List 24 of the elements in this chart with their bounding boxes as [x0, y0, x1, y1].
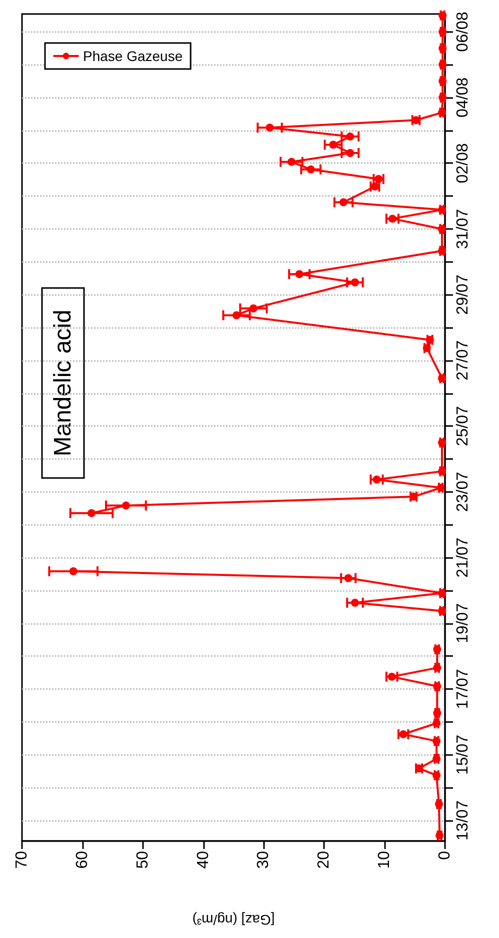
legend-label: Phase Gazeuse [83, 48, 183, 64]
x-tick-label: 50 [134, 850, 152, 869]
y-tick-label: 31/07 [454, 208, 472, 249]
y-tick-label: 17/07 [454, 668, 472, 710]
y-tick-label: 04/08 [454, 77, 472, 118]
x-tick-label: 60 [74, 850, 91, 869]
y-tick-label: 06/08 [454, 12, 472, 52]
x-tick-label: 30 [255, 850, 272, 869]
y-tick-label: 13/07 [454, 800, 472, 840]
x-tick-label: 20 [316, 850, 333, 869]
x-tick-label: 70 [14, 850, 30, 869]
x-axis-title: [Gaz] (ng/m³) [192, 912, 275, 928]
y-tick-label: 21/07 [454, 537, 472, 578]
y-tick-label: 23/07 [454, 472, 472, 512]
x-tick-label: 40 [194, 850, 212, 869]
y-tick-label: 19/07 [454, 603, 472, 644]
x-tick-label: 0 [436, 850, 454, 860]
y-tick-label: 27/07 [454, 340, 472, 380]
x-tick-label: 10 [376, 850, 394, 869]
y-tick-label: 29/07 [454, 274, 472, 315]
text: Mandelic acid [50, 310, 76, 456]
y-tick-label: 25/07 [454, 406, 472, 446]
y-tick-label: 02/08 [454, 143, 472, 184]
y-tick-label: 15/07 [454, 734, 472, 775]
